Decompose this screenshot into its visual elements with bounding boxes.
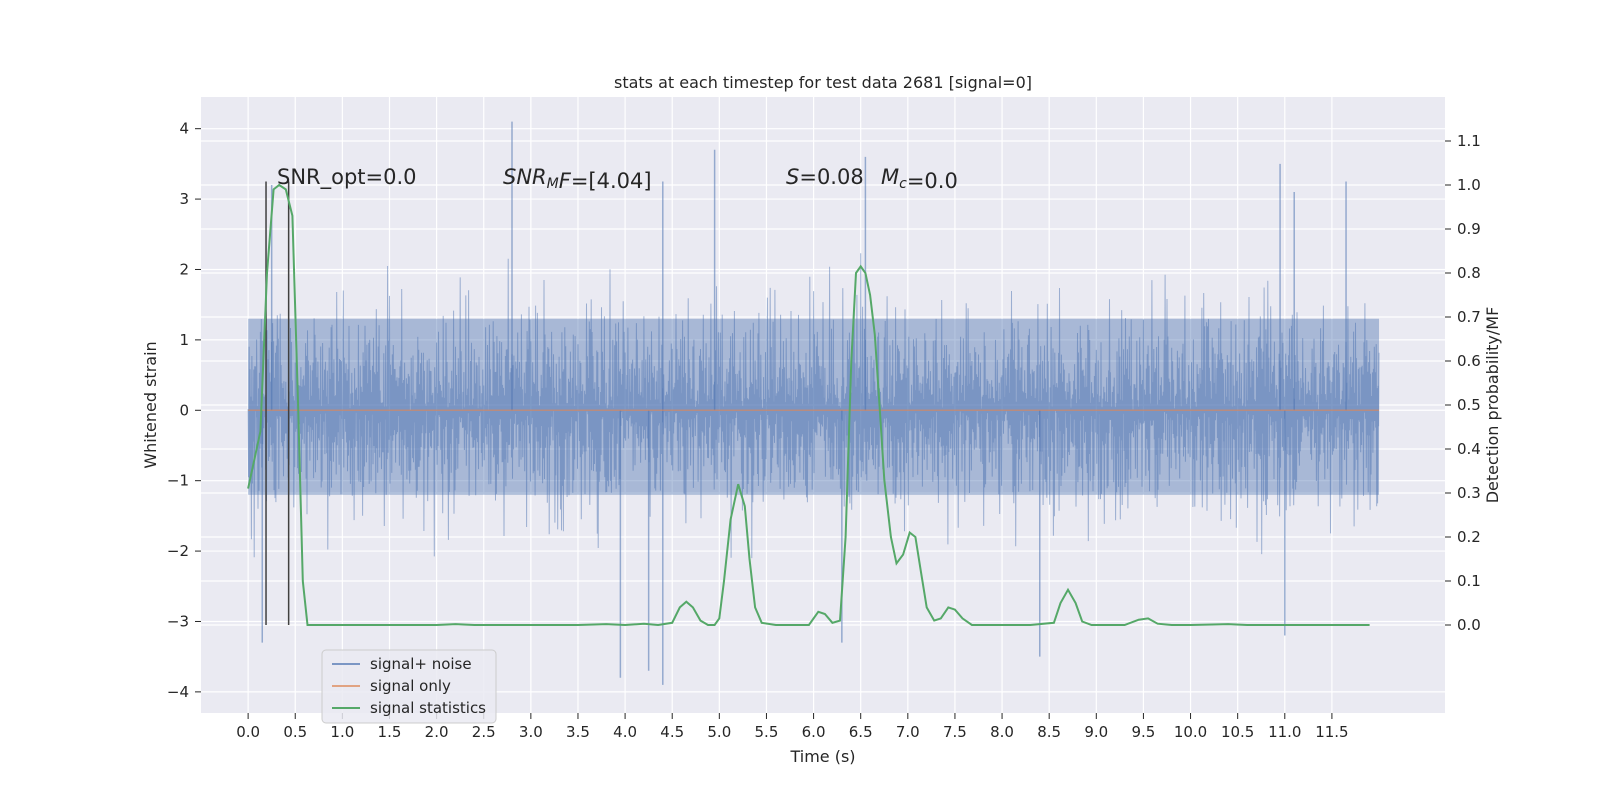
x-tick-label: 10.0 [1174,723,1207,741]
y-tick-label-right: 0.7 [1457,308,1481,326]
x-tick-label: 11.5 [1315,723,1348,741]
y-tick-label-left: 1 [179,331,189,349]
y-tick-label-right: 0.5 [1457,396,1481,414]
x-tick-label: 5.0 [707,723,731,741]
x-tick-label: 11.0 [1268,723,1301,741]
x-tick-label: 0.5 [283,723,307,741]
x-tick-label: 5.5 [755,723,779,741]
y-tick-label-right: 0.0 [1457,616,1481,634]
x-tick-label: 9.0 [1084,723,1108,741]
x-tick-label: 0.0 [236,723,260,741]
legend-label-3: signal statistics [370,699,486,717]
y-tick-label-right: 0.1 [1457,572,1481,590]
x-tick-label: 3.5 [566,723,590,741]
data-layer [247,121,1380,685]
y-tick-label-right: 0.4 [1457,440,1481,458]
y-tick-label-right: 0.2 [1457,528,1481,546]
x-tick-label: 7.0 [896,723,920,741]
x-tick-label: 3.0 [519,723,543,741]
x-tick-label: 8.5 [1037,723,1061,741]
y-tick-label-right: 0.8 [1457,264,1481,282]
signal-statistics-line [247,183,1370,627]
y-tick-label-right: 1.0 [1457,176,1481,194]
annotation-4: Mc=0.0 [881,165,958,193]
y-tick-label-right: 0.6 [1457,352,1481,370]
x-tick-label: 8.0 [990,723,1014,741]
y-tick-label-right: 1.1 [1457,132,1481,150]
legend-box [321,649,497,724]
x-tick-label: 2.0 [425,723,449,741]
x-tick-label: 2.5 [472,723,496,741]
annotations: SNR_opt=0.0 SNRMF=[4.04] S=0.08 Mc=0.0 [277,165,958,193]
x-tick-label: 1.0 [330,723,354,741]
y-tick-label-right: 0.9 [1457,220,1481,238]
legend-label-2: signal only [370,677,451,695]
annotation-3: S=0.08 [786,165,864,189]
y-tick-label-left: −3 [167,612,189,630]
x-tick-label: 4.5 [660,723,684,741]
y-tick-label-left: 2 [179,260,189,278]
x-tick-label: 4.0 [613,723,637,741]
y-axis-label-right: Detection probability/MF [1483,307,1502,504]
annotation-1: SNR_opt=0.0 [277,165,417,190]
chart-title: stats at each timestep for test data 268… [614,73,1032,92]
y-tick-label-left: 0 [179,401,189,419]
y-tick-label-left: −1 [167,472,189,490]
x-tick-label: 6.5 [849,723,873,741]
y-tick-label-left: −2 [167,542,189,560]
legend: signal+ noise signal only signal statistic… [321,649,497,724]
y-axis-label-left: Whitened strain [141,341,160,468]
legend-label-1: signal+ noise [370,655,472,673]
annotation-2: SNRMF=[4.04] [503,165,652,193]
signal-noise-trace [247,253,1380,559]
y-tick-label-left: 3 [179,190,189,208]
y-tick-label-left: 4 [179,120,189,138]
y-tick-label-right: 0.3 [1457,484,1481,502]
x-tick-label: 1.5 [378,723,402,741]
x-tick-label: 7.5 [943,723,967,741]
signal-noise-core [248,318,1380,495]
x-tick-label: 10.5 [1221,723,1254,741]
x-tick-label: 9.5 [1131,723,1155,741]
tick-labels: 0.0 0.5 1.0 1.5 2.0 2.5 3.0 3.5 4.0 4.5 5.0 5.5 6.0 6… [167,120,1481,741]
x-tick-label: 6.0 [802,723,826,741]
y-tick-label-left: −4 [167,683,189,701]
x-axis-label: Time (s) [789,747,855,766]
